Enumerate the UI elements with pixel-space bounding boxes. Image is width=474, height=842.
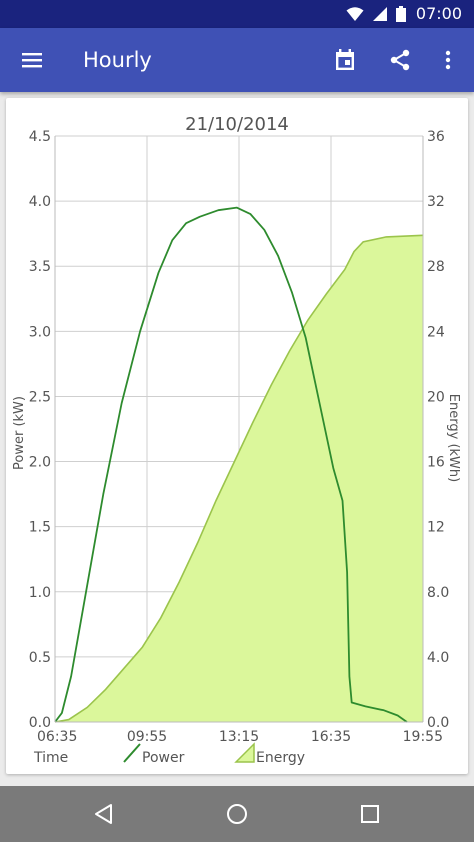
y-right-tick-label: 36	[427, 129, 445, 145]
calendar-icon	[336, 49, 354, 70]
x-tick-label: 13:15	[219, 729, 259, 745]
y-left-tick-label: 1.0	[29, 585, 51, 601]
cellular-signal-icon	[372, 7, 387, 21]
x-tick-label: 19:55	[403, 729, 443, 745]
legend-item-energy[interactable]: Energy	[234, 742, 305, 766]
legend: Power Energy	[123, 742, 305, 766]
y-left-tick-label: 0.0	[29, 715, 51, 731]
x-tick-label: 06:35	[37, 729, 77, 745]
recents-square-icon	[361, 805, 379, 823]
status-time: 07:00	[415, 4, 462, 23]
x-axis-label: Time	[33, 750, 68, 766]
share-icon	[390, 49, 410, 71]
share-button[interactable]	[380, 40, 420, 80]
y-left-tick-label: 3.0	[29, 324, 51, 340]
y-right-tick-label: 16	[427, 455, 445, 471]
y-right-tick-label: 28	[427, 259, 445, 275]
y-right-tick-label: 32	[427, 194, 445, 210]
energy-line	[54, 234, 424, 723]
menu-button[interactable]	[12, 40, 52, 80]
recents-button[interactable]	[350, 794, 390, 834]
overflow-menu-button[interactable]	[428, 40, 468, 80]
y-left-tick-label: 1.5	[29, 520, 51, 536]
y-right-tick-label: 12	[427, 520, 445, 536]
power-line	[54, 206, 408, 723]
more-vert-icon	[445, 50, 451, 70]
back-triangle-icon	[95, 804, 112, 824]
y-left-tick-label: 2.5	[29, 389, 51, 405]
navigation-bar	[0, 786, 474, 842]
x-tick-label: 16:35	[311, 729, 351, 745]
tick-labels: 0.0 0.5 1.0 1.5 2.0 2.5 3.0 3.5 4.0 4.5 0.0 4.0 8.0 1…	[29, 129, 450, 745]
home-circle-icon	[227, 804, 247, 824]
y-right-tick-label: 4.0	[427, 650, 449, 666]
power-series	[54, 206, 408, 723]
chart-card: 0.0 0.5 1.0 1.5 2.0 2.5 3.0 3.5 4.0 4.5 0.0 4.0 8.0 1…	[6, 98, 468, 774]
y-right-tick-label: 0.0	[427, 715, 449, 731]
status-bar: 07:00	[0, 0, 474, 28]
wifi-icon	[346, 7, 364, 21]
legend-item-power[interactable]: Power	[123, 743, 185, 766]
axes	[54, 136, 424, 723]
legend-energy-label: Energy	[256, 750, 305, 766]
y-right-tick-label: 24	[427, 324, 445, 340]
y-right-tick-label: 20	[427, 389, 445, 405]
app-bar: Hourly	[0, 28, 474, 92]
y-left-tick-label: 0.5	[29, 650, 51, 666]
y-left-tick-label: 2.0	[29, 455, 51, 471]
menu-icon	[22, 53, 42, 68]
status-icons: 07:00	[338, 4, 462, 24]
calendar-button[interactable]	[325, 40, 365, 80]
chart-title: 21/10/2014	[185, 114, 289, 135]
y-left-tick-label: 4.5	[29, 129, 51, 145]
back-button[interactable]	[84, 794, 124, 834]
y-right-axis-label: Energy (kWh)	[446, 394, 461, 482]
legend-power-swatch	[123, 743, 141, 763]
y-right-tick-label: 8.0	[427, 585, 449, 601]
legend-power-label: Power	[142, 750, 185, 766]
x-tick-label: 09:55	[127, 729, 167, 745]
y-left-axis-label: Power (kW)	[12, 396, 27, 470]
y-left-tick-label: 4.0	[29, 194, 51, 210]
home-button[interactable]	[217, 794, 257, 834]
energy-series	[54, 234, 424, 723]
battery-icon	[395, 6, 406, 22]
legend-energy-swatch	[234, 742, 255, 763]
page-title: Hourly	[83, 48, 152, 72]
energy-area	[55, 235, 423, 723]
y-left-tick-label: 3.5	[29, 259, 51, 275]
hourly-chart[interactable]: 0.0 0.5 1.0 1.5 2.0 2.5 3.0 3.5 4.0 4.5 0.0 4.0 8.0 1…	[6, 98, 468, 774]
